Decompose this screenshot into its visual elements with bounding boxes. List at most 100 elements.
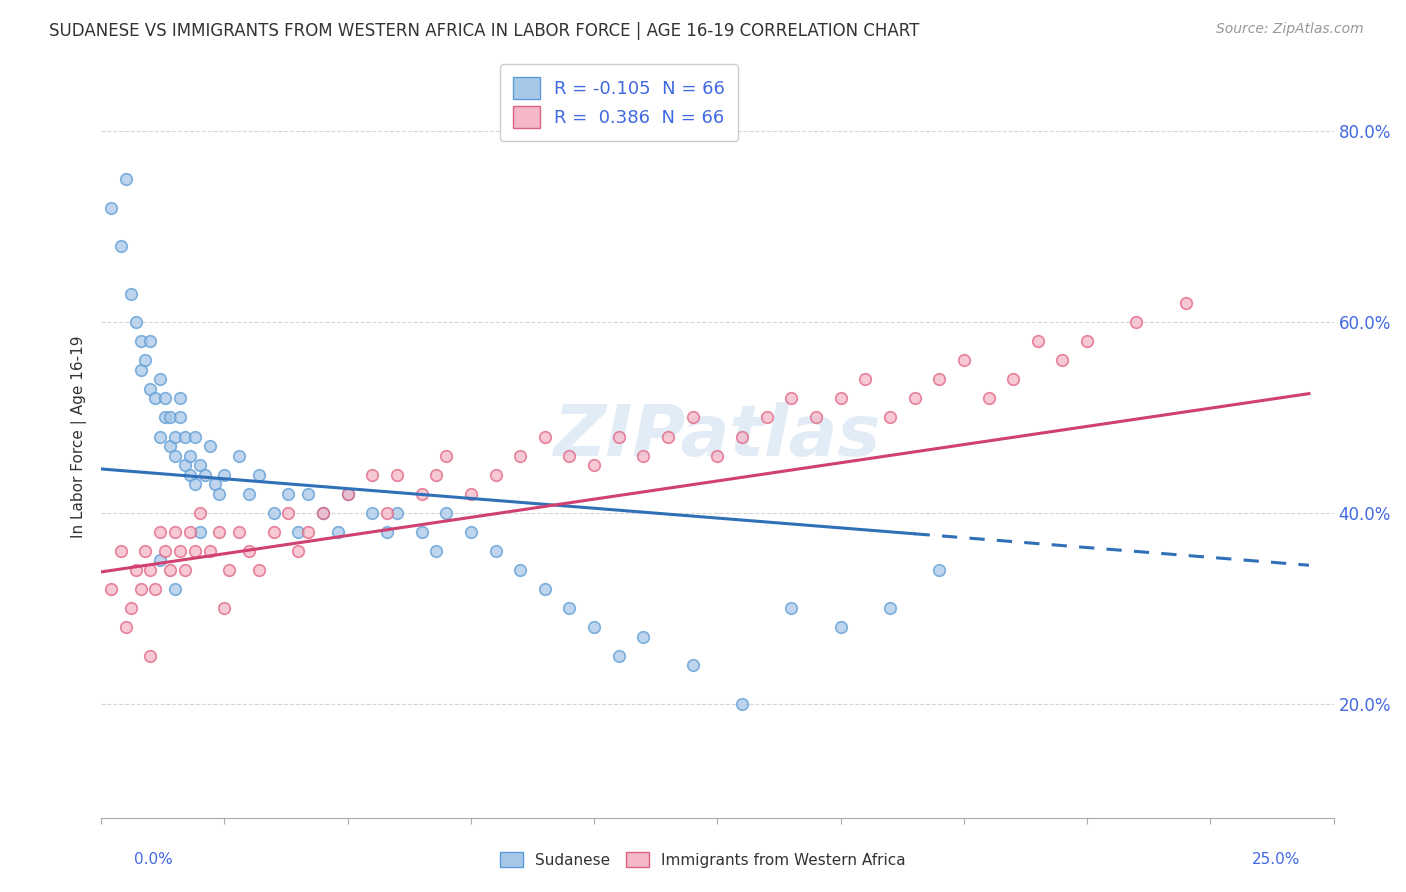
Point bbox=[385, 506, 408, 520]
Point bbox=[731, 429, 754, 443]
Point bbox=[198, 439, 221, 453]
Point bbox=[1002, 372, 1025, 386]
Point bbox=[633, 449, 655, 463]
Point bbox=[558, 449, 581, 463]
Point bbox=[143, 392, 166, 406]
Point bbox=[830, 392, 852, 406]
Point bbox=[218, 563, 240, 577]
Point bbox=[134, 544, 156, 558]
Point bbox=[263, 524, 285, 539]
Point bbox=[434, 506, 457, 520]
Point bbox=[179, 467, 201, 482]
Point bbox=[460, 487, 482, 501]
Point bbox=[534, 582, 557, 596]
Point bbox=[114, 620, 136, 634]
Point bbox=[149, 553, 172, 567]
Point bbox=[149, 524, 172, 539]
Point bbox=[184, 429, 207, 443]
Point bbox=[159, 439, 181, 453]
Point bbox=[336, 487, 359, 501]
Point bbox=[607, 648, 630, 663]
Point bbox=[165, 429, 187, 443]
Point bbox=[124, 563, 146, 577]
Point bbox=[214, 601, 236, 615]
Point bbox=[411, 524, 433, 539]
Point bbox=[208, 524, 231, 539]
Point bbox=[174, 429, 197, 443]
Point bbox=[336, 487, 359, 501]
Text: Source: ZipAtlas.com: Source: ZipAtlas.com bbox=[1216, 22, 1364, 37]
Point bbox=[780, 601, 803, 615]
Point bbox=[804, 410, 827, 425]
Legend: Sudanese, Immigrants from Western Africa: Sudanese, Immigrants from Western Africa bbox=[492, 844, 914, 875]
Point bbox=[953, 353, 976, 368]
Point bbox=[214, 467, 236, 482]
Point bbox=[1174, 296, 1197, 310]
Text: ZIPatlas: ZIPatlas bbox=[554, 402, 882, 471]
Point bbox=[780, 392, 803, 406]
Point bbox=[169, 544, 191, 558]
Point bbox=[228, 449, 250, 463]
Point bbox=[188, 506, 211, 520]
Point bbox=[425, 467, 447, 482]
Point bbox=[928, 372, 950, 386]
Point bbox=[110, 544, 132, 558]
Point bbox=[159, 410, 181, 425]
Point bbox=[139, 382, 162, 396]
Point bbox=[731, 697, 754, 711]
Point bbox=[434, 449, 457, 463]
Point bbox=[879, 410, 901, 425]
Point bbox=[706, 449, 728, 463]
Point bbox=[247, 563, 270, 577]
Point bbox=[484, 544, 506, 558]
Point bbox=[484, 467, 506, 482]
Point bbox=[297, 524, 319, 539]
Point bbox=[134, 353, 156, 368]
Point bbox=[139, 563, 162, 577]
Point bbox=[198, 544, 221, 558]
Point bbox=[114, 172, 136, 186]
Point bbox=[169, 410, 191, 425]
Point bbox=[853, 372, 876, 386]
Point bbox=[411, 487, 433, 501]
Text: 25.0%: 25.0% bbox=[1253, 852, 1301, 867]
Point bbox=[184, 477, 207, 491]
Y-axis label: In Labor Force | Age 16-19: In Labor Force | Age 16-19 bbox=[72, 335, 87, 538]
Point bbox=[583, 620, 606, 634]
Point bbox=[169, 392, 191, 406]
Point bbox=[139, 334, 162, 348]
Point bbox=[155, 392, 177, 406]
Point bbox=[139, 648, 162, 663]
Point bbox=[509, 563, 531, 577]
Point bbox=[120, 601, 142, 615]
Point bbox=[375, 524, 398, 539]
Point bbox=[174, 458, 197, 472]
Point bbox=[228, 524, 250, 539]
Point bbox=[361, 506, 384, 520]
Point bbox=[159, 563, 181, 577]
Point bbox=[361, 467, 384, 482]
Point bbox=[583, 458, 606, 472]
Point bbox=[385, 467, 408, 482]
Point bbox=[1026, 334, 1049, 348]
Point bbox=[375, 506, 398, 520]
Point bbox=[928, 563, 950, 577]
Point bbox=[247, 467, 270, 482]
Point bbox=[607, 429, 630, 443]
Point bbox=[755, 410, 778, 425]
Point bbox=[297, 487, 319, 501]
Point bbox=[1052, 353, 1074, 368]
Legend: R = -0.105  N = 66, R =  0.386  N = 66: R = -0.105 N = 66, R = 0.386 N = 66 bbox=[501, 64, 738, 141]
Point bbox=[129, 363, 152, 377]
Point bbox=[977, 392, 1000, 406]
Point bbox=[509, 449, 531, 463]
Point bbox=[100, 201, 122, 215]
Text: 0.0%: 0.0% bbox=[134, 852, 173, 867]
Point bbox=[155, 544, 177, 558]
Point bbox=[149, 429, 172, 443]
Text: SUDANESE VS IMMIGRANTS FROM WESTERN AFRICA IN LABOR FORCE | AGE 16-19 CORRELATIO: SUDANESE VS IMMIGRANTS FROM WESTERN AFRI… bbox=[49, 22, 920, 40]
Point bbox=[238, 487, 260, 501]
Point bbox=[312, 506, 335, 520]
Point bbox=[110, 239, 132, 253]
Point bbox=[460, 524, 482, 539]
